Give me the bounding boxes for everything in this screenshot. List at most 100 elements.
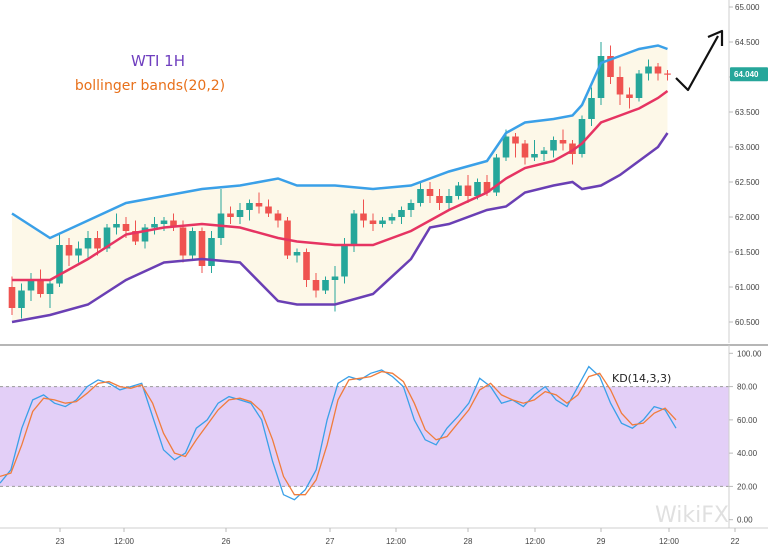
candle-body (388, 217, 396, 221)
bollinger-middle-band (12, 89, 669, 282)
price-tick-label: 62.500 (735, 178, 760, 187)
kd-d-line (0, 370, 677, 496)
forecast-arrow-icon (675, 35, 719, 92)
candle-body (350, 213, 358, 245)
candle-body (312, 280, 320, 291)
time-tick-label: 12:00 (659, 537, 680, 546)
candle-body (464, 185, 472, 196)
price-tick-label: 63.000 (735, 143, 760, 152)
bollinger-band-fill (12, 45, 668, 322)
time-tick-label: 28 (464, 537, 473, 546)
candle-body (8, 287, 16, 308)
candle-body (493, 157, 500, 193)
kd-k-line (0, 365, 677, 501)
candle-body (664, 73, 671, 75)
candle-body (236, 210, 244, 217)
kd-label: KD(14,3,3) (612, 372, 671, 385)
candle-body (502, 136, 510, 158)
candle-body (122, 224, 130, 231)
arrow-head-icon (707, 29, 724, 46)
candle-body (265, 206, 272, 214)
price-tick-label: 61.500 (735, 248, 760, 257)
candle-body (284, 220, 291, 256)
candle-body (398, 210, 405, 217)
price-tick-label: 62.000 (735, 213, 760, 222)
candle-body (417, 189, 424, 203)
candle-body (483, 182, 491, 193)
candle-body (607, 56, 614, 77)
candle-body (407, 203, 415, 210)
candle-body (179, 227, 187, 256)
time-tick-label: 22 (731, 537, 740, 546)
price-tick-label: 64.500 (735, 38, 760, 47)
kd-pane (0, 365, 729, 501)
candle-body (113, 224, 120, 228)
candle-body (645, 66, 652, 74)
candle-body (94, 238, 101, 249)
candle-body (151, 224, 158, 228)
candle-body (531, 154, 538, 158)
bollinger-lower-band (11, 132, 669, 324)
candle-body (303, 252, 310, 280)
time-tick-label: 27 (326, 537, 335, 546)
candle-body (293, 252, 301, 256)
candle-body (141, 227, 149, 242)
time-tick-label: 12:00 (386, 537, 407, 546)
time-tick-label: 12:00 (525, 537, 546, 546)
candle-body (65, 245, 73, 256)
candle-body (189, 231, 196, 256)
last-price-value: 64.040 (734, 70, 759, 79)
candle-body (635, 73, 643, 98)
price-tick-label: 63.500 (735, 108, 760, 117)
candlesticks (8, 42, 671, 319)
candle-body (521, 143, 529, 158)
candle-body (208, 238, 215, 266)
candle-body (75, 248, 82, 256)
candle-body (84, 238, 92, 249)
candle-body (227, 213, 234, 217)
price-pane (8, 29, 724, 324)
candle-body (426, 189, 434, 196)
candle-body (654, 66, 662, 74)
chart-title: WTI 1H (131, 52, 185, 70)
candle-body (56, 245, 63, 284)
candle-body (341, 245, 348, 277)
kd-tick-label: 40.00 (737, 449, 758, 458)
bollinger-upper-band (11, 44, 668, 240)
last-price-badge: 64.040 (730, 67, 768, 82)
candle-body (18, 290, 25, 308)
kd-tick-label: 80.00 (737, 383, 758, 392)
time-tick-label: 23 (56, 537, 65, 546)
candle-body (322, 280, 329, 291)
candle-body (37, 280, 44, 294)
candle-body (369, 220, 377, 224)
candle-body (540, 150, 548, 154)
candle-body (578, 119, 586, 154)
kd-band-zone (0, 386, 729, 487)
candle-body (103, 227, 111, 249)
candle-body (198, 231, 206, 266)
candle-body (597, 56, 605, 98)
candle-body (445, 196, 453, 203)
time-axis: 23 12:00 26 27 12:00 28 12:00 29 12:00 22 (56, 528, 740, 546)
candle-body (46, 283, 54, 294)
candle-body (588, 98, 595, 119)
candle-body (474, 182, 481, 196)
candle-body (331, 276, 339, 280)
candle-body (246, 203, 253, 210)
candle-body (559, 140, 567, 144)
candle-body (255, 203, 263, 207)
candle-body (160, 220, 168, 224)
time-tick-label: 29 (597, 537, 606, 546)
chart-subtitle: bollinger bands(20,2) (75, 78, 225, 94)
kd-tick-label: 100.00 (737, 349, 762, 358)
kd-tick-label: 0.00 (737, 516, 753, 525)
kd-tick-label: 20.00 (737, 482, 758, 491)
candle-body (132, 231, 139, 242)
price-tick-label: 65.000 (735, 3, 760, 12)
candle-body (512, 136, 519, 144)
candle-body (170, 220, 177, 228)
candle-body (550, 140, 557, 151)
watermark: WikiFX (655, 503, 729, 528)
